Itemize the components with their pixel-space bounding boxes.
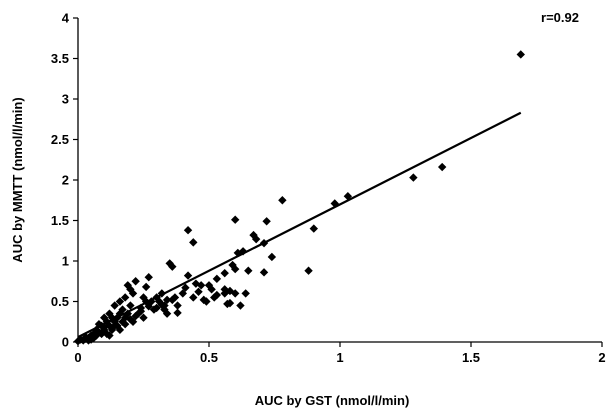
data-point bbox=[309, 224, 318, 233]
data-point bbox=[115, 297, 125, 306]
data-point bbox=[199, 295, 208, 305]
trendline bbox=[77, 111, 522, 339]
data-point bbox=[228, 260, 237, 270]
data-point bbox=[189, 238, 198, 247]
x-axis-title: AUC by GST (nmol/l/min) bbox=[255, 393, 410, 408]
data-point bbox=[231, 215, 240, 224]
data-point bbox=[437, 162, 447, 172]
data-point bbox=[139, 293, 148, 302]
correlation-annotation: r=0.92 bbox=[541, 10, 579, 25]
data-point bbox=[84, 336, 93, 345]
data-point bbox=[105, 309, 114, 318]
data-point bbox=[516, 50, 525, 59]
x-tick-label: 1.5 bbox=[462, 350, 480, 365]
y-tick-label: 2.5 bbox=[51, 132, 69, 147]
data-point bbox=[267, 252, 277, 262]
data-point bbox=[212, 274, 222, 284]
data-point bbox=[249, 230, 258, 240]
data-point bbox=[89, 332, 98, 342]
data-point bbox=[178, 289, 187, 298]
data-point bbox=[259, 268, 269, 277]
y-tick-label: 1.5 bbox=[51, 213, 69, 228]
x-tick-label: 0.5 bbox=[200, 350, 218, 365]
data-point bbox=[131, 277, 140, 286]
data-point bbox=[220, 285, 229, 294]
data-point bbox=[173, 301, 182, 310]
data-point bbox=[194, 287, 203, 296]
data-point bbox=[139, 313, 148, 322]
data-point bbox=[168, 295, 177, 305]
data-point bbox=[304, 266, 313, 275]
data-point bbox=[136, 307, 146, 316]
data-point bbox=[278, 196, 287, 205]
data-point bbox=[120, 293, 130, 302]
data-point bbox=[241, 289, 250, 298]
data-point bbox=[110, 301, 119, 310]
y-tick-label: 0.5 bbox=[51, 294, 69, 309]
data-point bbox=[212, 290, 222, 300]
data-point bbox=[204, 281, 214, 290]
x-tick-label: 2 bbox=[598, 350, 605, 365]
data-point bbox=[238, 247, 248, 256]
data-point bbox=[262, 217, 271, 226]
y-tick-label: 1 bbox=[62, 254, 69, 269]
data-points bbox=[73, 50, 525, 346]
x-tick-label: 1 bbox=[336, 350, 343, 365]
data-point bbox=[123, 281, 132, 290]
ticks: 0 0.5 1 1.5 2 2.5 3 3.5 4 0 0.5 1 1.5 2 bbox=[51, 11, 606, 366]
y-tick-label: 3 bbox=[62, 92, 69, 107]
trendline-group bbox=[77, 111, 522, 339]
data-point bbox=[231, 289, 240, 298]
data-point bbox=[236, 301, 245, 310]
data-point bbox=[157, 289, 167, 298]
data-point bbox=[183, 271, 193, 280]
data-point bbox=[144, 273, 153, 282]
data-point bbox=[152, 303, 161, 313]
data-point bbox=[120, 319, 130, 329]
data-point bbox=[115, 325, 125, 335]
data-point bbox=[251, 234, 261, 244]
data-point bbox=[191, 279, 201, 288]
data-point bbox=[105, 331, 114, 340]
y-axis-title: AUC by MMTT (nmol/l/min) bbox=[10, 97, 25, 262]
data-point bbox=[128, 317, 138, 326]
x-tick-label: 0 bbox=[74, 350, 81, 365]
data-point bbox=[220, 268, 229, 278]
data-point bbox=[110, 321, 119, 330]
data-point bbox=[141, 282, 151, 292]
data-point bbox=[165, 259, 174, 268]
data-point bbox=[155, 297, 164, 306]
y-tick-label: 3.5 bbox=[51, 51, 69, 66]
data-point bbox=[189, 293, 198, 302]
data-point bbox=[160, 305, 169, 314]
data-point bbox=[157, 300, 167, 309]
data-point bbox=[244, 266, 253, 275]
data-point bbox=[409, 173, 418, 182]
y-tick-label: 0 bbox=[62, 335, 69, 350]
data-point bbox=[100, 313, 109, 322]
data-point bbox=[183, 226, 193, 235]
data-point bbox=[144, 302, 153, 311]
y-tick-label: 2 bbox=[62, 173, 69, 188]
data-point bbox=[126, 301, 135, 310]
data-point bbox=[225, 298, 235, 308]
y-tick-label: 4 bbox=[62, 11, 70, 26]
data-point bbox=[173, 308, 182, 318]
data-point bbox=[73, 336, 83, 346]
